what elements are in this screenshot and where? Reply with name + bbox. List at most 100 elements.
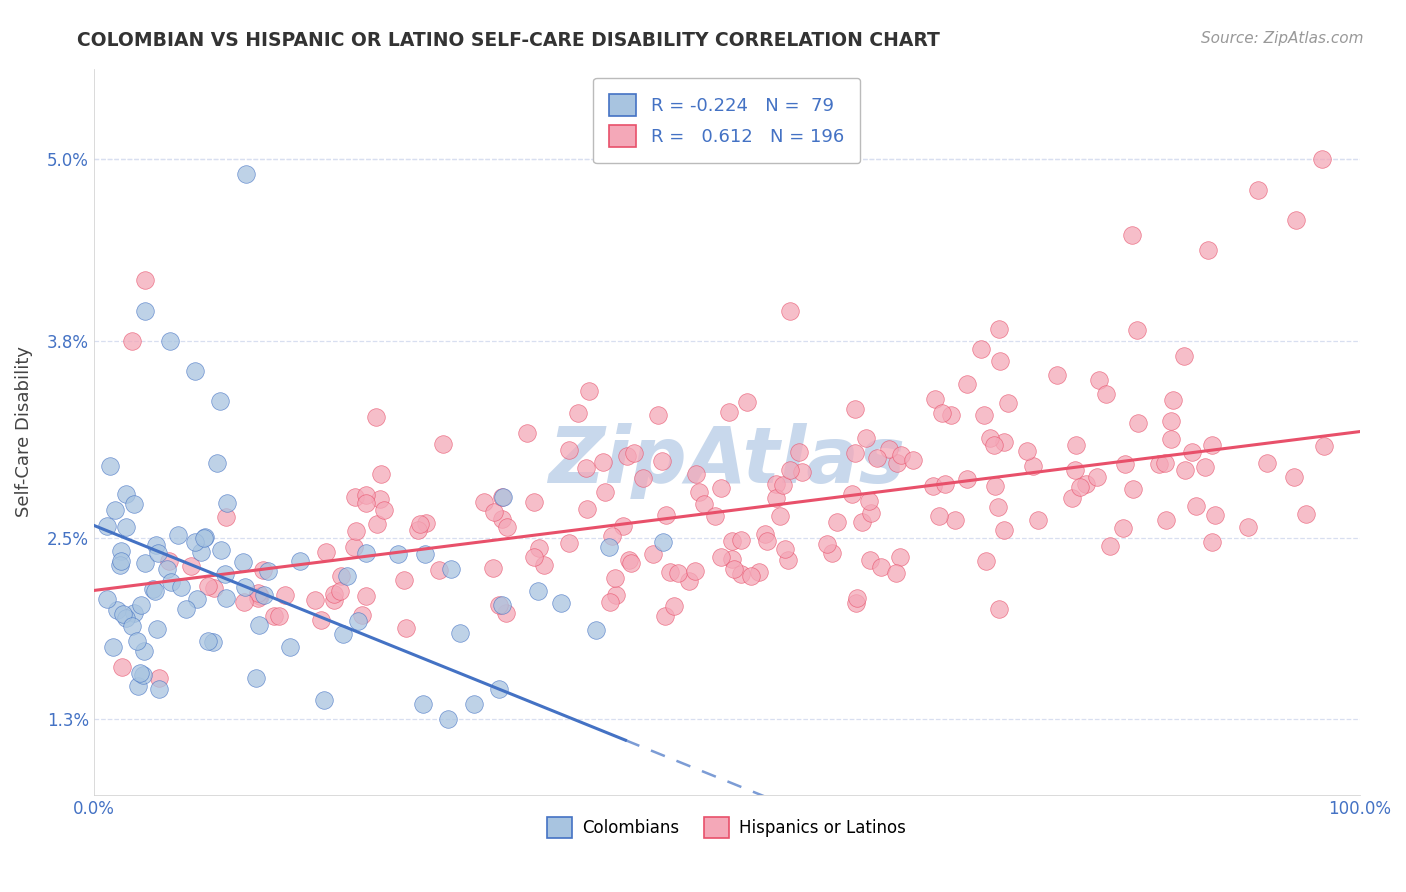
- Point: [654, 609, 676, 624]
- Point: [488, 681, 510, 696]
- Point: [1046, 368, 1069, 383]
- Point: [1069, 480, 1091, 494]
- Point: [408, 517, 430, 532]
- Point: [815, 537, 838, 551]
- Point: [997, 396, 1019, 410]
- Point: [315, 545, 337, 559]
- Point: [1122, 482, 1144, 496]
- Point: [1197, 243, 1219, 257]
- Point: [186, 592, 208, 607]
- Point: [134, 303, 156, 318]
- Point: [159, 334, 181, 348]
- Point: [704, 509, 727, 524]
- Point: [495, 606, 517, 620]
- Point: [491, 490, 513, 504]
- Point: [1076, 476, 1098, 491]
- Point: [603, 571, 626, 585]
- Point: [1088, 373, 1111, 387]
- Point: [146, 546, 169, 560]
- Point: [976, 553, 998, 567]
- Point: [877, 442, 900, 456]
- Point: [482, 561, 505, 575]
- Point: [370, 467, 392, 482]
- Point: [772, 478, 794, 492]
- Point: [1114, 457, 1136, 471]
- Point: [623, 446, 645, 460]
- Point: [332, 627, 354, 641]
- Point: [100, 458, 122, 473]
- Point: [1064, 438, 1087, 452]
- Point: [756, 533, 779, 548]
- Point: [190, 545, 212, 559]
- Point: [235, 168, 257, 182]
- Point: [592, 455, 614, 469]
- Point: [956, 376, 979, 391]
- Point: [620, 556, 643, 570]
- Point: [987, 602, 1010, 616]
- Point: [683, 565, 706, 579]
- Point: [1282, 470, 1305, 484]
- Point: [160, 575, 183, 590]
- Point: [859, 553, 882, 567]
- Point: [491, 512, 513, 526]
- Point: [246, 591, 269, 606]
- Point: [516, 426, 538, 441]
- Point: [354, 488, 377, 502]
- Point: [934, 476, 956, 491]
- Point: [1173, 349, 1195, 363]
- Point: [346, 524, 368, 539]
- Point: [721, 533, 744, 548]
- Point: [1022, 459, 1045, 474]
- Point: [617, 552, 640, 566]
- Legend: Colombians, Hispanics or Latinos: Colombians, Hispanics or Latinos: [540, 811, 912, 845]
- Point: [527, 583, 550, 598]
- Point: [889, 550, 911, 565]
- Point: [1194, 460, 1216, 475]
- Point: [214, 566, 236, 581]
- Point: [1064, 463, 1087, 477]
- Point: [841, 486, 863, 500]
- Point: [145, 623, 167, 637]
- Point: [1201, 535, 1223, 549]
- Point: [598, 540, 620, 554]
- Point: [174, 601, 197, 615]
- Point: [184, 364, 207, 378]
- Point: [121, 334, 143, 348]
- Text: COLOMBIAN VS HISPANIC OR LATINO SELF-CARE DISABILITY CORRELATION CHART: COLOMBIAN VS HISPANIC OR LATINO SELF-CAR…: [77, 31, 941, 50]
- Point: [939, 408, 962, 422]
- Point: [987, 500, 1010, 515]
- Point: [631, 471, 654, 485]
- Point: [267, 608, 290, 623]
- Point: [142, 582, 165, 596]
- Point: [205, 456, 228, 470]
- Point: [678, 574, 700, 588]
- Point: [148, 681, 170, 696]
- Point: [993, 435, 1015, 450]
- Point: [96, 518, 118, 533]
- Point: [134, 273, 156, 287]
- Point: [585, 623, 607, 637]
- Point: [215, 591, 238, 606]
- Point: [1015, 444, 1038, 458]
- Point: [851, 515, 873, 529]
- Point: [194, 530, 217, 544]
- Point: [274, 588, 297, 602]
- Point: [821, 546, 844, 560]
- Point: [1201, 438, 1223, 452]
- Point: [437, 712, 460, 726]
- Point: [928, 508, 950, 523]
- Point: [323, 592, 346, 607]
- Point: [180, 558, 202, 573]
- Point: [312, 693, 335, 707]
- Point: [685, 467, 707, 481]
- Point: [105, 603, 128, 617]
- Point: [858, 494, 880, 508]
- Point: [1174, 463, 1197, 477]
- Point: [773, 541, 796, 556]
- Point: [122, 606, 145, 620]
- Point: [128, 666, 150, 681]
- Point: [740, 569, 762, 583]
- Point: [145, 538, 167, 552]
- Point: [643, 547, 665, 561]
- Point: [111, 607, 134, 622]
